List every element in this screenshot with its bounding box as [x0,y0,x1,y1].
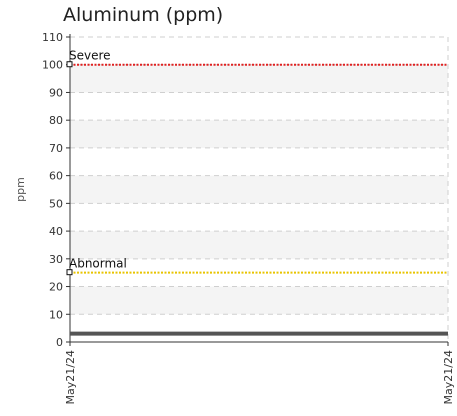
x-tick-labels: May21/24 May21/24 [64,342,455,404]
threshold-marker [66,269,73,276]
y-tick-label: 60 [49,170,63,183]
threshold-label: Abnormal [69,257,127,271]
y-tick-labels: 0 10 20 30 40 50 60 70 80 90 100 110 [42,31,70,349]
y-axis-label: ppm [14,177,27,202]
y-tick-label: 70 [49,142,63,155]
x-tick-label: May21/24 [64,350,77,404]
grid-band [70,120,448,148]
chart-title: Aluminum (ppm) [63,4,224,26]
y-tick-label: 50 [49,197,63,210]
threshold-lines: Severe Abnormal [66,49,448,276]
y-tick-label: 100 [42,59,63,72]
y-tick-label: 40 [49,225,63,238]
grid-band [70,64,448,93]
grid-band [70,286,448,315]
y-tick-label: 110 [42,31,63,44]
threshold-marker [66,61,73,68]
y-tick-label: 80 [49,114,63,127]
alternating-bands [70,64,448,315]
y-tick-label: 20 [49,281,63,294]
threshold-label: Severe [69,49,111,63]
y-tick-label: 30 [49,253,63,266]
grid-band [70,175,448,204]
x-tick-label: May21/24 [442,350,455,404]
y-tick-label: 90 [49,86,63,99]
grid-band [70,231,448,259]
y-tick-label: 0 [56,336,63,349]
axes [69,34,448,343]
y-tick-label: 10 [49,308,63,321]
